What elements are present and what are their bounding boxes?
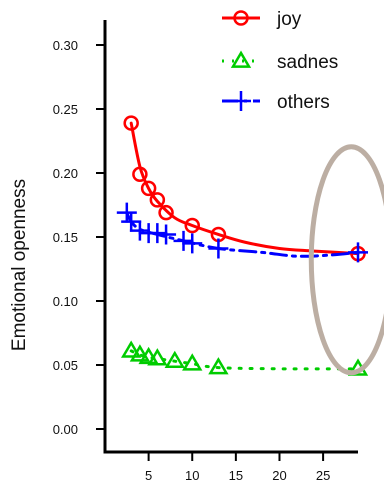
y-tick-label: 0.05 <box>53 358 78 373</box>
sadness-point <box>147 348 168 366</box>
legend: joy sadnes others <box>222 9 338 113</box>
highlight-ellipse <box>308 144 384 376</box>
joy-point <box>140 180 157 197</box>
sadness-point <box>120 340 142 358</box>
y-axis-label: Emotional openness <box>9 179 30 351</box>
legend-label-others: others <box>277 92 330 113</box>
legend-marker-others <box>231 91 251 111</box>
axes: 0.00 0.05 0.10 0.15 0.20 0.25 0.30 5 10 15 20 25 <box>53 20 358 483</box>
others-point <box>147 223 168 244</box>
joy-point <box>132 166 148 183</box>
y-tick-label: 0.10 <box>53 294 78 309</box>
joy-point <box>123 115 139 131</box>
legend-label-sadness: sadnes <box>277 52 338 73</box>
sadness-point <box>138 346 159 365</box>
sadness-point <box>129 344 151 362</box>
joy-point <box>149 192 166 208</box>
annotation-layer <box>308 144 384 376</box>
others-point <box>129 220 150 241</box>
others-point <box>182 233 203 254</box>
sadness-line <box>129 349 360 371</box>
y-tick-label: 0.00 <box>53 422 78 437</box>
legend-label-joy: joy <box>276 9 302 30</box>
sadness-point <box>164 350 185 369</box>
joy-point <box>158 204 174 221</box>
x-tick-label: 25 <box>316 468 330 483</box>
x-tick-label: 5 <box>145 468 152 483</box>
x-tick-label: 10 <box>185 468 199 483</box>
x-tick-label: 20 <box>272 468 286 483</box>
y-tick-label: 0.25 <box>53 102 78 117</box>
others-point <box>121 211 142 232</box>
series-others <box>116 202 368 263</box>
sadness-point <box>208 357 229 375</box>
others-point <box>348 242 368 263</box>
others-point <box>156 224 177 245</box>
series-sadness <box>120 340 369 376</box>
legend-marker-joy <box>233 10 249 26</box>
x-tick-label: 15 <box>229 468 243 483</box>
others-point <box>173 230 194 251</box>
sadness-point <box>182 353 203 371</box>
y-tick-label: 0.20 <box>53 166 78 181</box>
others-point <box>116 202 137 223</box>
joy-point <box>184 217 200 234</box>
y-tick-label: 0.15 <box>53 230 78 245</box>
others-line <box>125 211 360 258</box>
legend-marker-sadness <box>230 50 252 68</box>
others-point <box>208 238 229 259</box>
series-joy <box>123 115 366 262</box>
series-layer <box>116 115 369 376</box>
y-tick-label: 0.30 <box>53 38 78 53</box>
